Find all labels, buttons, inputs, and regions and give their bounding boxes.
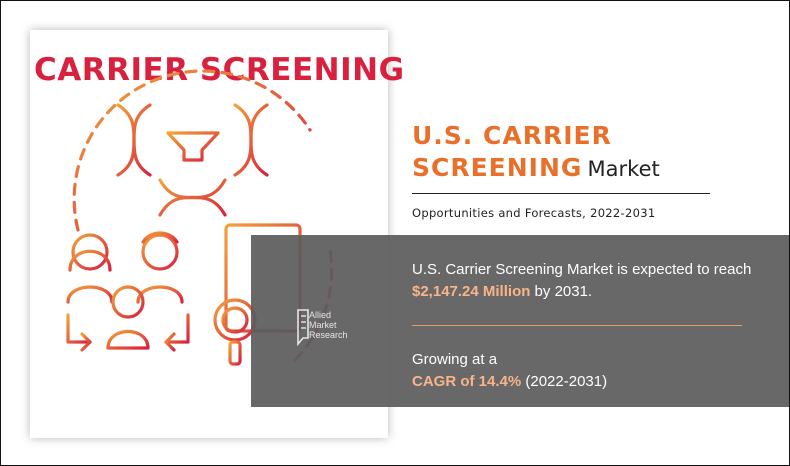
report-title-line2: SCREENING Market bbox=[412, 152, 712, 187]
dna-helix-icon bbox=[233, 103, 269, 177]
market-size-year: by 2031. bbox=[530, 283, 593, 300]
brand-name: Allied Market Research bbox=[309, 310, 348, 340]
report-title-line1: U.S. CARRIER bbox=[412, 121, 612, 150]
brand-logo: Allied Market Research bbox=[297, 308, 377, 352]
dna-helix-icon bbox=[116, 103, 152, 177]
logo-mark-icon bbox=[297, 309, 309, 347]
dna-helix-icon bbox=[158, 178, 227, 217]
growth-statement: Growing at a CAGR of 14.4% (2022-2031) bbox=[412, 349, 772, 393]
report-title-market: Market bbox=[587, 157, 660, 181]
family-icon bbox=[66, 231, 184, 350]
report-heading: U.S. CARRIER SCREENING Market bbox=[412, 120, 712, 187]
market-size-text: U.S. Carrier Screening Market is expecte… bbox=[412, 261, 752, 278]
market-size-statement: U.S. Carrier Screening Market is expecte… bbox=[412, 259, 772, 303]
stats-divider bbox=[412, 325, 742, 326]
report-subtitle: Opportunities and Forecasts, 2022-2031 bbox=[412, 206, 656, 220]
heading-divider bbox=[412, 193, 710, 194]
cagr-value: CAGR of 14.4% bbox=[412, 373, 522, 390]
stats-panel: Allied Market Research U.S. Carrier Scre… bbox=[251, 235, 789, 407]
card-title: CARRIER SCREENING bbox=[34, 52, 405, 88]
cagr-period: (2022-2031) bbox=[521, 373, 608, 390]
report-title-accent: SCREENING bbox=[412, 153, 583, 182]
cycle-arrows-icon bbox=[66, 313, 190, 352]
magnifier-icon bbox=[213, 298, 257, 366]
market-size-value: $2,147.24 Million bbox=[412, 283, 531, 300]
down-arrow-icon bbox=[166, 131, 220, 162]
growth-text: Growing at a bbox=[412, 351, 498, 368]
